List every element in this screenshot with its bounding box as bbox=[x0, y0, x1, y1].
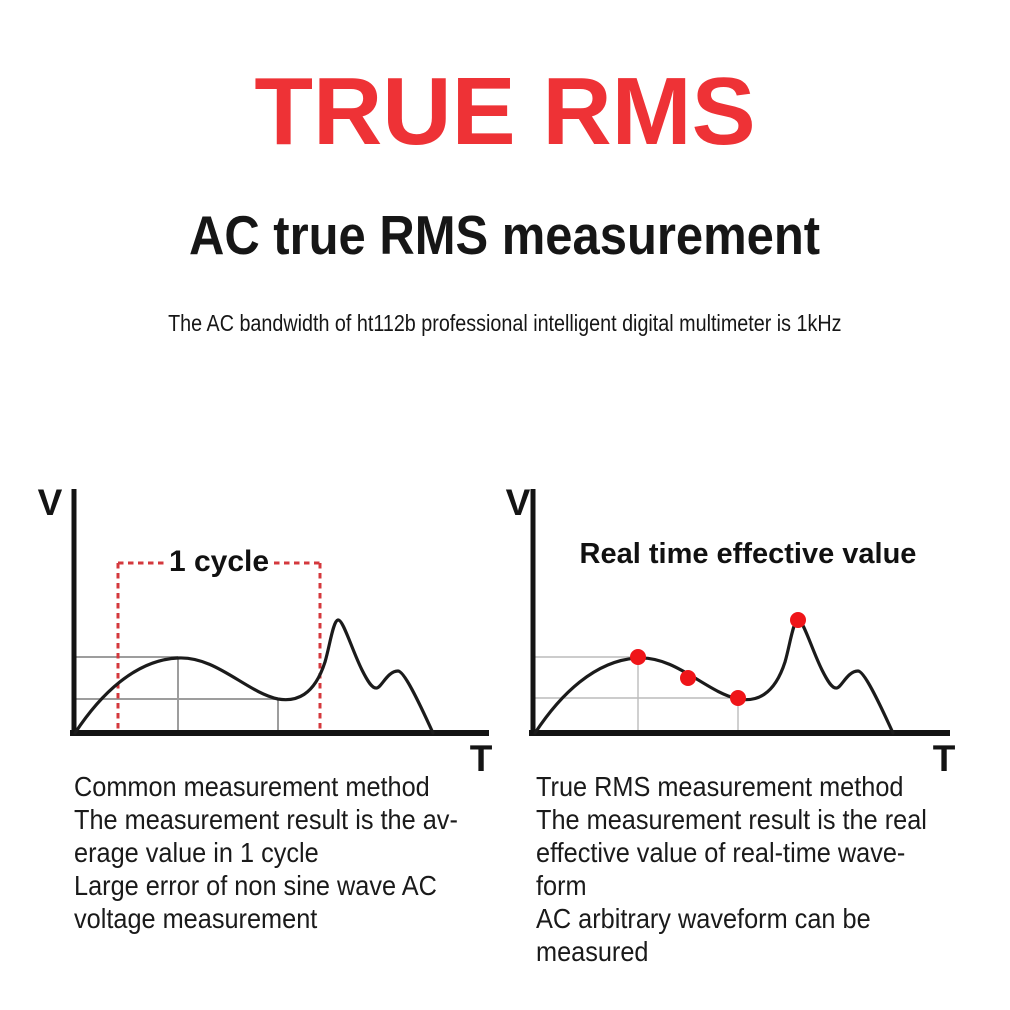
subtitle-text: The AC bandwidth of ht112b professional … bbox=[168, 310, 842, 336]
sample-dot bbox=[630, 649, 646, 665]
sample-dot bbox=[680, 670, 696, 686]
chart-common-method bbox=[70, 489, 489, 736]
section-heading: AC true RMS measurement bbox=[0, 208, 1010, 263]
real-time-effective-value-annotation: Real time effective value bbox=[579, 538, 917, 570]
caption-line: AC arbitrary waveform can be bbox=[536, 903, 871, 934]
caption-line: Large error of non sine wave AC bbox=[74, 870, 437, 901]
page-title: TRUE RMS bbox=[254, 58, 756, 165]
waveform-curve bbox=[73, 618, 435, 735]
caption-line: The measurement result is the real bbox=[536, 804, 927, 835]
one-cycle-annotation: 1 cycle bbox=[168, 545, 270, 578]
caption-line: True RMS measurement method bbox=[536, 771, 904, 802]
left-chart-caption: Common measurement method The measuremen… bbox=[74, 770, 458, 935]
section-heading-text: AC true RMS measurement bbox=[189, 204, 821, 266]
caption-line: effective value of real-time wave- bbox=[536, 837, 906, 868]
subtitle: The AC bandwidth of ht112b professional … bbox=[0, 310, 1010, 336]
right-chart-caption: True RMS measurement method The measurem… bbox=[536, 770, 927, 968]
caption-line: voltage measurement bbox=[74, 903, 318, 934]
left-chart-y-axis-label: V bbox=[37, 482, 63, 523]
right-chart-x-axis-label: T bbox=[932, 738, 956, 779]
waveform-curve bbox=[533, 618, 895, 735]
left-chart-x-axis-label: T bbox=[469, 738, 493, 779]
chart-true-rms-method bbox=[529, 489, 950, 736]
caption-line: measured bbox=[536, 936, 649, 967]
caption-line: erage value in 1 cycle bbox=[74, 837, 319, 868]
sample-dot bbox=[790, 612, 806, 628]
caption-line: The measurement result is the av- bbox=[74, 804, 458, 835]
right-chart-y-axis-label: V bbox=[505, 482, 531, 523]
sample-dot bbox=[730, 690, 746, 706]
caption-line: Common measurement method bbox=[74, 771, 430, 802]
caption-line: form bbox=[536, 870, 587, 901]
